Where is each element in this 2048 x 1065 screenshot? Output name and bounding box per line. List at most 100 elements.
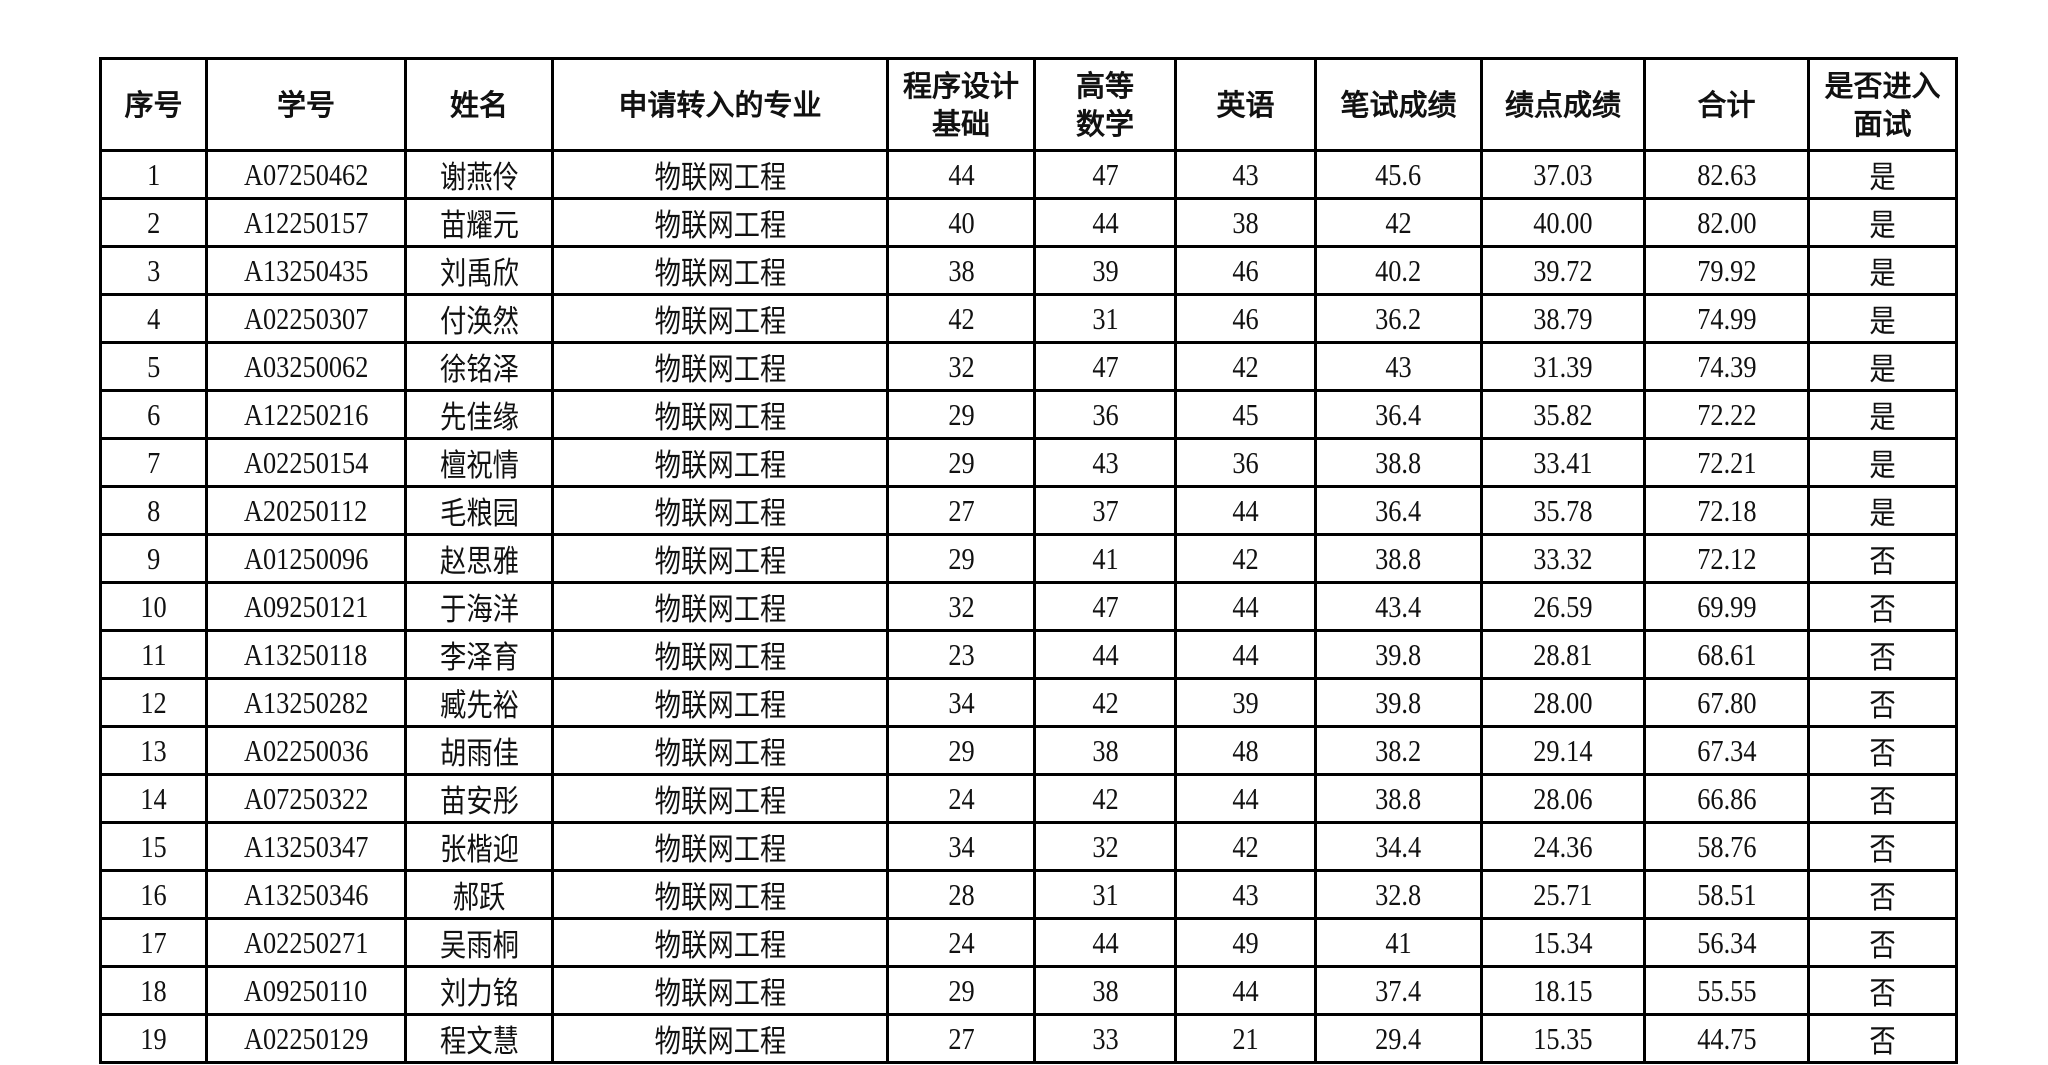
cell-text: 苗安彤	[439, 784, 519, 819]
cell-text: 12	[140, 684, 167, 720]
score-table: 序号 学号 姓名 申请转入的专业 程序设计 基础 高等 数学 英语 笔试成绩 绩点成绩 合计 是否进入面…	[99, 57, 1958, 1064]
cell-text: 是	[1869, 496, 1896, 531]
cell-text: 28.00	[1533, 684, 1593, 720]
header-programming: 程序设计 基础	[886, 57, 1036, 152]
cell-interview: 是	[1807, 149, 1958, 200]
cell-text: 72.12	[1696, 540, 1757, 576]
cell-gpa-score: 28.81	[1480, 629, 1646, 680]
cell-total: 69.99	[1643, 581, 1810, 632]
cell-text: 6	[146, 396, 161, 432]
cell-text: 68.61	[1696, 636, 1757, 672]
cell-text: 13	[140, 732, 167, 768]
cell-english: 49	[1174, 917, 1317, 968]
cell-text: 44	[1091, 924, 1119, 960]
cell-interview: 否	[1807, 821, 1958, 872]
cell-text: 38	[1091, 972, 1119, 1008]
cell-programming: 32	[886, 581, 1036, 632]
cell-programming: 34	[886, 821, 1036, 872]
cell-text: 38.8	[1375, 780, 1422, 816]
header-row: 序号 学号 姓名 申请转入的专业 程序设计 基础 高等 数学 英语 笔试成绩 绩点成绩 合计 是否进入面…	[99, 57, 1958, 152]
cell-text: 44	[1232, 492, 1259, 528]
cell-major: 物联网工程	[551, 773, 889, 824]
table-row: 12 A13250282 臧先裕 物联网工程 34 42 39 39.8 28.00 67.80 否	[99, 677, 1958, 728]
cell-name: 刘力铭	[404, 965, 554, 1016]
cell-text: 毛粮园	[439, 496, 519, 531]
cell-text: 21	[1232, 1020, 1259, 1056]
cell-text: 8	[146, 492, 161, 528]
cell-text: 24.36	[1533, 828, 1593, 864]
header-total: 合计	[1643, 57, 1810, 152]
cell-text: 吴雨桐	[439, 928, 519, 963]
cell-math: 38	[1033, 725, 1177, 776]
cell-text: 17	[140, 924, 167, 960]
cell-english: 44	[1174, 485, 1317, 536]
cell-text: 46	[1232, 252, 1259, 288]
header-gpa-score: 绩点成绩	[1480, 57, 1646, 152]
table-row: 6 A12250216 先佳缘 物联网工程 29 36 45 36.4 35.82 72.22 是	[99, 389, 1958, 440]
cell-programming: 28	[886, 869, 1036, 920]
cell-name: 程文慧	[404, 1013, 554, 1064]
cell-programming: 29	[886, 725, 1036, 776]
cell-programming: 40	[886, 197, 1036, 248]
cell-written-score: 36.4	[1314, 485, 1483, 536]
cell-math: 39	[1033, 245, 1177, 296]
cell-text: 56.34	[1696, 924, 1757, 960]
cell-english: 46	[1174, 293, 1317, 344]
cell-student-id: A13250282	[205, 677, 407, 728]
cell-text: 38.8	[1375, 540, 1422, 576]
cell-text: A02250154	[243, 444, 369, 480]
cell-written-score: 42	[1314, 197, 1483, 248]
table-row: 2 A12250157 苗耀元 物联网工程 40 44 38 42 40.00 82.00 是	[99, 197, 1958, 248]
cell-index: 6	[99, 389, 208, 440]
cell-text: 45	[1232, 396, 1259, 432]
cell-text: 是	[1869, 400, 1896, 435]
cell-text: 40	[947, 204, 975, 240]
cell-name: 谢燕伶	[404, 149, 554, 200]
cell-text: 否	[1869, 928, 1896, 963]
cell-text: A12250157	[243, 204, 369, 240]
cell-text: 36.4	[1375, 396, 1422, 432]
cell-interview: 是	[1807, 293, 1958, 344]
cell-interview: 是	[1807, 341, 1958, 392]
cell-text: 物联网工程	[654, 448, 786, 483]
cell-written-score: 29.4	[1314, 1013, 1483, 1064]
cell-written-score: 39.8	[1314, 677, 1483, 728]
cell-english: 39	[1174, 677, 1317, 728]
cell-total: 72.18	[1643, 485, 1810, 536]
cell-written-score: 38.8	[1314, 437, 1483, 488]
cell-text: 郝跃	[452, 880, 506, 915]
cell-index: 10	[99, 581, 208, 632]
cell-student-id: A09250121	[205, 581, 407, 632]
cell-gpa-score: 18.15	[1480, 965, 1646, 1016]
cell-index: 9	[99, 533, 208, 584]
cell-text: 29	[947, 396, 975, 432]
cell-text: 3	[146, 252, 161, 288]
cell-text: 41	[1385, 924, 1412, 960]
cell-interview: 否	[1807, 869, 1958, 920]
cell-total: 68.61	[1643, 629, 1810, 680]
cell-text: 10	[140, 588, 167, 624]
cell-written-score: 37.4	[1314, 965, 1483, 1016]
cell-text: 物联网工程	[654, 496, 786, 531]
cell-text: 79.92	[1696, 252, 1757, 288]
cell-text: 34	[947, 684, 975, 720]
cell-text: 47	[1091, 588, 1119, 624]
cell-total: 72.21	[1643, 437, 1810, 488]
cell-text: 否	[1869, 880, 1896, 915]
cell-major: 物联网工程	[551, 725, 889, 776]
cell-programming: 23	[886, 629, 1036, 680]
cell-total: 82.63	[1643, 149, 1810, 200]
cell-total: 67.34	[1643, 725, 1810, 776]
cell-programming: 29	[886, 533, 1036, 584]
cell-total: 58.76	[1643, 821, 1810, 872]
cell-major: 物联网工程	[551, 821, 889, 872]
cell-text: 44	[947, 156, 975, 192]
cell-text: 物联网工程	[654, 688, 786, 723]
cell-name: 郝跃	[404, 869, 554, 920]
cell-text: 否	[1869, 832, 1896, 867]
cell-text: 43	[1091, 444, 1119, 480]
cell-text: 37.4	[1375, 972, 1422, 1008]
cell-gpa-score: 40.00	[1480, 197, 1646, 248]
cell-text: 否	[1869, 544, 1896, 579]
cell-major: 物联网工程	[551, 389, 889, 440]
